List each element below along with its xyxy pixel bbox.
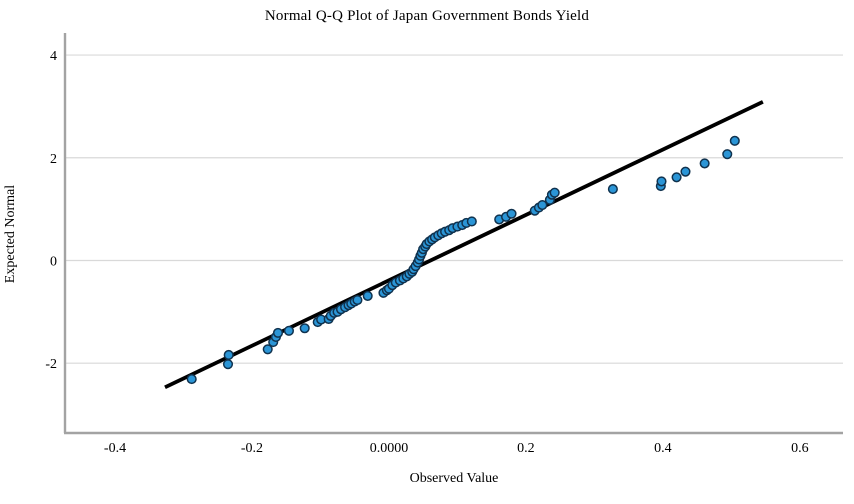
data-point	[537, 199, 548, 211]
y-tick-label: 4	[50, 49, 57, 64]
data-point	[729, 135, 740, 146]
data-point	[656, 176, 667, 187]
data-point	[699, 158, 710, 169]
y-tick-label: 2	[50, 152, 57, 167]
y-axis-title: Expected Normal	[3, 184, 18, 284]
x-tick-label: -0.2	[241, 441, 263, 456]
data-point	[283, 325, 294, 336]
data-point	[362, 290, 373, 301]
data-point	[607, 184, 618, 195]
y-tick-label: -2	[45, 357, 57, 372]
data-point	[680, 166, 691, 177]
data-point	[671, 172, 682, 183]
reference-line	[164, 100, 764, 390]
x-tick-label: 0.2	[517, 441, 535, 456]
data-point	[186, 374, 197, 385]
y-tick-label: 0	[50, 254, 57, 269]
chart-title: Normal Q-Q Plot of Japan Government Bond…	[264, 8, 590, 24]
data-point	[223, 349, 234, 361]
x-tick-label: 0.4	[654, 441, 672, 456]
data-point	[549, 187, 560, 198]
data-point	[299, 323, 310, 334]
data-point	[722, 149, 733, 160]
x-tick-label: 0.0000	[370, 441, 409, 456]
x-tick-label: 0.6	[791, 441, 809, 456]
x-tick-label: -0.4	[104, 441, 126, 456]
data-point	[272, 327, 284, 338]
data-point	[506, 208, 517, 219]
data-point	[466, 216, 477, 227]
data-point	[222, 359, 234, 370]
x-axis-title: Observed Value	[409, 471, 499, 486]
data-point	[262, 344, 273, 355]
data-point	[352, 294, 363, 306]
